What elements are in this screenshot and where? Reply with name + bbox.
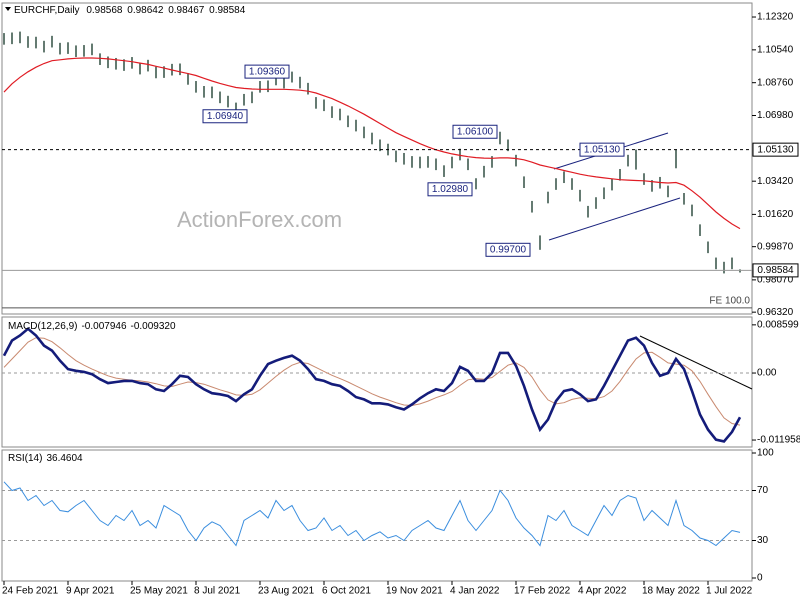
rsi-panel: [1, 449, 753, 582]
indicator-value: 36.4604: [46, 453, 83, 464]
y-tick-label: 1.12320: [757, 12, 794, 23]
fe-label: FE 100.0: [709, 296, 750, 307]
x-tick-label: 4 Apr 2022: [578, 586, 627, 597]
x-tick-label: 24 Feb 2021: [2, 586, 59, 597]
y-tick-label: 0.99870: [757, 241, 794, 252]
macd-panel: [1, 316, 753, 448]
x-tick-label: 19 Nov 2021: [386, 586, 443, 597]
swing-label: 0.99700: [490, 244, 527, 255]
y-tick-label: 100: [757, 448, 774, 459]
symbol-header: EURCHF,Daily 0.98568 0.98642 0.98467 0.9…: [14, 5, 246, 16]
indicator-value: -0.009320: [131, 321, 176, 332]
swing-label: 1.02980: [432, 184, 469, 195]
y-tick-label: 1.01620: [757, 209, 794, 220]
y-tick-label: 0.98070: [757, 275, 794, 286]
y-tick-label: 0.96320: [757, 307, 794, 318]
swing-label: 1.06940: [207, 111, 244, 122]
close: 0.98584: [209, 5, 246, 16]
indicator-title: MACD(12,26,9): [8, 321, 77, 332]
x-tick-label: 1 Jul 2022: [706, 586, 753, 597]
rsi-line: [3, 481, 741, 547]
indicator-header: MACD(12,26,9) -0.007946 -0.009320: [8, 321, 176, 332]
x-tick-label: 8 Jul 2021: [194, 586, 241, 597]
y-tick-label: 0.008599: [757, 319, 799, 330]
macd-trendline: [639, 335, 753, 390]
swing-label: 1.05130: [584, 144, 621, 155]
swing-label-box: [579, 142, 625, 157]
low: 0.98467: [168, 5, 205, 16]
swing-label-box: [244, 64, 290, 79]
y-tick-label: 1.10540: [757, 44, 794, 55]
high: 0.98642: [127, 5, 164, 16]
x-tick-label: 9 Apr 2021: [66, 586, 115, 597]
x-tick-label: 18 May 2022: [642, 586, 700, 597]
swing-label: 1.09360: [249, 66, 286, 77]
channel-lower: [548, 197, 681, 241]
y-tick-label: -0.011958: [757, 435, 800, 446]
x-tick-label: 25 May 2021: [130, 586, 188, 597]
x-tick-label: 4 Jan 2022: [450, 586, 500, 597]
moving-average: [3, 57, 741, 230]
x-tick-label: 23 Aug 2021: [258, 586, 315, 597]
price-panel: [1, 2, 753, 315]
y-tick-label: 1.08760: [757, 77, 794, 88]
y-tick-label: 30: [757, 535, 769, 546]
indicator-header: RSI(14) 36.4604: [8, 453, 83, 464]
swing-label-box: [427, 182, 473, 197]
dropdown-icon: [5, 7, 11, 11]
y-tick-label: 70: [757, 485, 769, 496]
y-tick-label: 0.00: [757, 368, 777, 379]
level-label-box: [752, 142, 799, 157]
last-price-label: 0.98584: [757, 265, 794, 276]
symbol: EURCHF,Daily: [14, 5, 80, 16]
watermark: ActionForex.com: [177, 207, 342, 232]
y-tick-label: 1.06980: [757, 110, 794, 121]
signal-line: [3, 337, 741, 426]
level-label: 1.05130: [757, 144, 794, 155]
y-tick-label: 0: [757, 573, 763, 584]
last-price-label-box: [752, 263, 799, 278]
swing-label-box: [485, 242, 531, 257]
x-tick-label: 6 Oct 2021: [322, 586, 371, 597]
macd-line: [2, 327, 742, 443]
y-tick-label: 1.03420: [757, 176, 794, 187]
swing-label: 1.06100: [457, 126, 494, 137]
indicator-value: -0.007946: [81, 321, 126, 332]
x-tick-label: 17 Feb 2022: [514, 586, 571, 597]
swing-label-box: [202, 109, 248, 124]
indicator-title: RSI(14): [8, 453, 42, 464]
swing-label-box: [452, 124, 498, 139]
open: 0.98568: [86, 5, 123, 16]
